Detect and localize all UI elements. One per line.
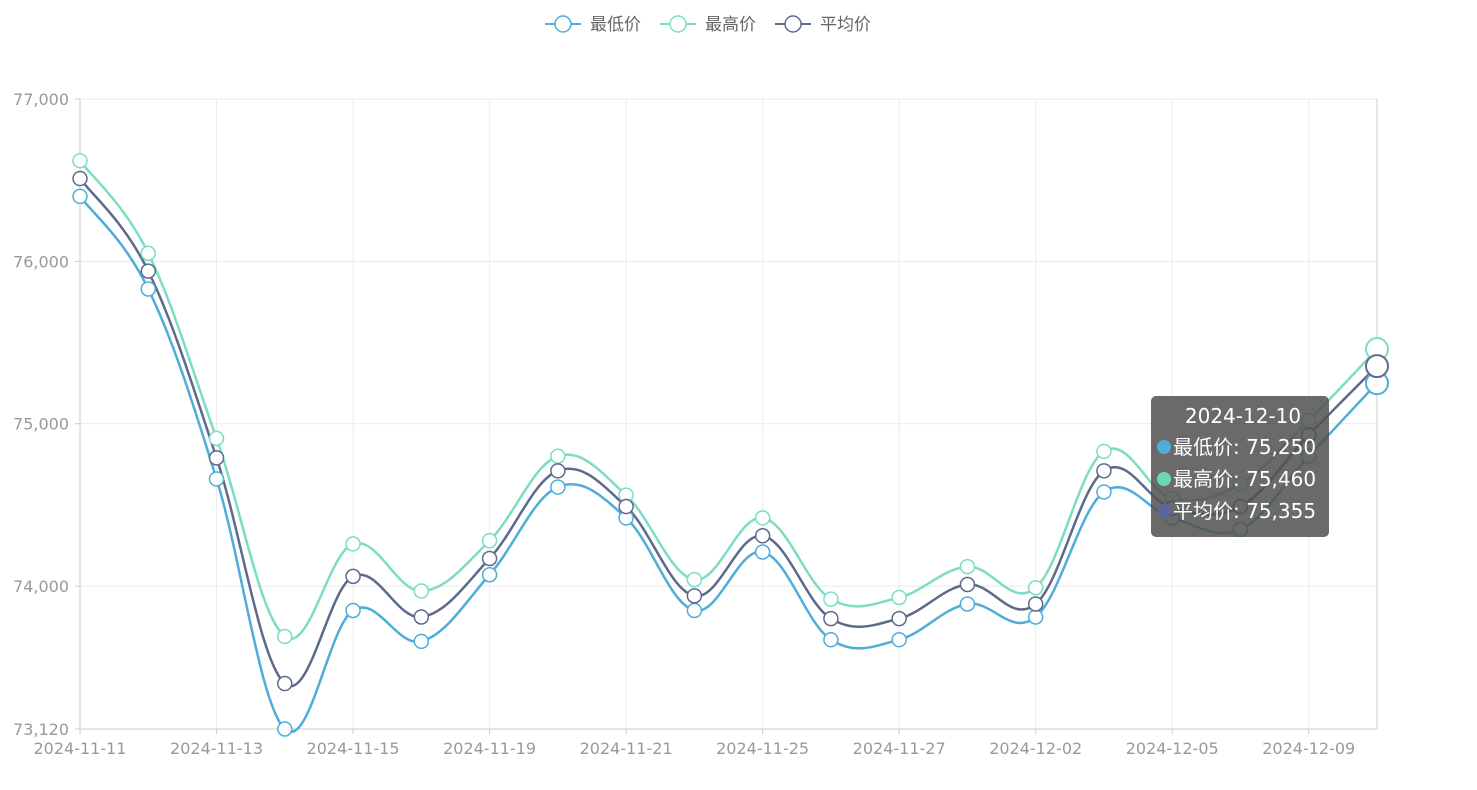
x-tick-label: 2024-11-15 (307, 739, 400, 758)
y-tick-label: 76,000 (13, 252, 69, 271)
point-low[interactable] (823, 631, 839, 648)
point-high[interactable] (1096, 443, 1112, 460)
tooltip-row-avg: 平均价: 75,355 (1157, 495, 1329, 527)
legend-item-high[interactable]: 最高价 (660, 15, 756, 35)
y-tick-label: 75,000 (13, 415, 69, 434)
point-high[interactable] (959, 558, 976, 575)
point-avg[interactable] (72, 170, 88, 187)
point-avg[interactable] (1096, 463, 1112, 479)
x-tick-label: 2024-11-25 (716, 739, 809, 758)
point-low[interactable] (754, 544, 771, 560)
point-high[interactable] (754, 510, 771, 526)
x-tick-label: 2024-11-21 (580, 739, 673, 758)
point-low[interactable] (413, 633, 430, 650)
x-tick-label: 2024-12-05 (1126, 739, 1219, 758)
point-avg[interactable] (1027, 596, 1044, 612)
point-avg[interactable] (140, 263, 157, 279)
legend-label-avg: 平均价 (820, 15, 871, 35)
point-low[interactable] (208, 471, 225, 487)
point-avg[interactable] (481, 550, 498, 567)
tooltip-dot-avg (1157, 503, 1171, 518)
y-tick-label: 74,000 (13, 577, 69, 596)
x-tick-label: 2024-11-13 (170, 739, 263, 758)
x-tick-label: 2024-12-02 (989, 739, 1082, 758)
tooltip-dot-high (1157, 471, 1171, 486)
x-tick-label: 2024-11-27 (853, 739, 946, 758)
tooltip-row-low: 最低价: 75,250 (1157, 431, 1329, 463)
point-avg[interactable] (823, 610, 839, 627)
legend-marker-low (554, 15, 572, 33)
point-low[interactable] (1027, 609, 1044, 625)
point-low[interactable] (277, 721, 293, 737)
x-tick-label: 2024-11-11 (34, 739, 127, 758)
y-tick-label: 73,120 (13, 720, 69, 739)
point-low[interactable] (686, 602, 703, 619)
legend-marker-high (669, 15, 687, 33)
point-high[interactable] (823, 591, 839, 607)
legend-item-avg[interactable]: 平均价 (775, 15, 871, 35)
point-high[interactable] (481, 532, 498, 549)
legend-label-high: 最高价 (705, 15, 756, 35)
legend[interactable]: 最低价 最高价 平均价 (545, 15, 871, 35)
point-low[interactable] (140, 281, 157, 297)
point-high[interactable] (277, 628, 293, 645)
point-low[interactable] (891, 631, 907, 648)
y-tick-label: 77,000 (13, 90, 69, 109)
point-high[interactable] (550, 448, 566, 464)
point-high[interactable] (686, 571, 703, 588)
tooltip-label-high: 最高价: 75,460 (1173, 467, 1317, 491)
legend-label-low: 最低价 (590, 15, 641, 35)
point-low[interactable] (345, 602, 361, 619)
point-low[interactable] (481, 566, 498, 583)
point-high[interactable] (413, 583, 430, 599)
point-avg[interactable] (686, 588, 703, 604)
point-low[interactable] (550, 479, 566, 495)
legend-marker-avg (784, 15, 802, 33)
point-low[interactable] (72, 188, 88, 205)
legend-item-low[interactable]: 最低价 (545, 15, 641, 35)
point-high[interactable] (1027, 579, 1044, 596)
point-avg[interactable] (413, 609, 430, 625)
point-avg[interactable] (345, 568, 361, 585)
point-high[interactable] (208, 430, 225, 447)
point-avg[interactable] (208, 450, 225, 466)
point-avg[interactable] (891, 610, 907, 627)
tooltip-label-avg: 平均价: 75,355 (1173, 499, 1317, 523)
point-avg[interactable] (550, 463, 566, 479)
tooltip-label-low: 最低价: 75,250 (1173, 435, 1317, 459)
point-avg[interactable] (1365, 354, 1389, 379)
point-low[interactable] (1096, 484, 1112, 500)
point-avg[interactable] (754, 528, 771, 544)
point-avg[interactable] (959, 576, 976, 593)
point-avg[interactable] (277, 675, 293, 692)
point-low[interactable] (959, 596, 976, 612)
x-tick-label: 2024-11-19 (443, 739, 536, 758)
point-avg[interactable] (618, 498, 634, 515)
point-high[interactable] (72, 152, 88, 169)
tooltip-dot-low (1157, 439, 1171, 454)
tooltip-row-high: 最高价: 75,460 (1157, 463, 1329, 495)
point-high[interactable] (140, 245, 157, 262)
tooltip-title: 2024-12-10 (1184, 404, 1302, 428)
point-high[interactable] (891, 589, 907, 606)
point-high[interactable] (345, 536, 361, 552)
x-tick-label: 2024-12-09 (1262, 739, 1355, 758)
tooltip: 2024-12-10 最低价: 75,250 最高价: 75,460 平均价: … (1151, 396, 1329, 537)
